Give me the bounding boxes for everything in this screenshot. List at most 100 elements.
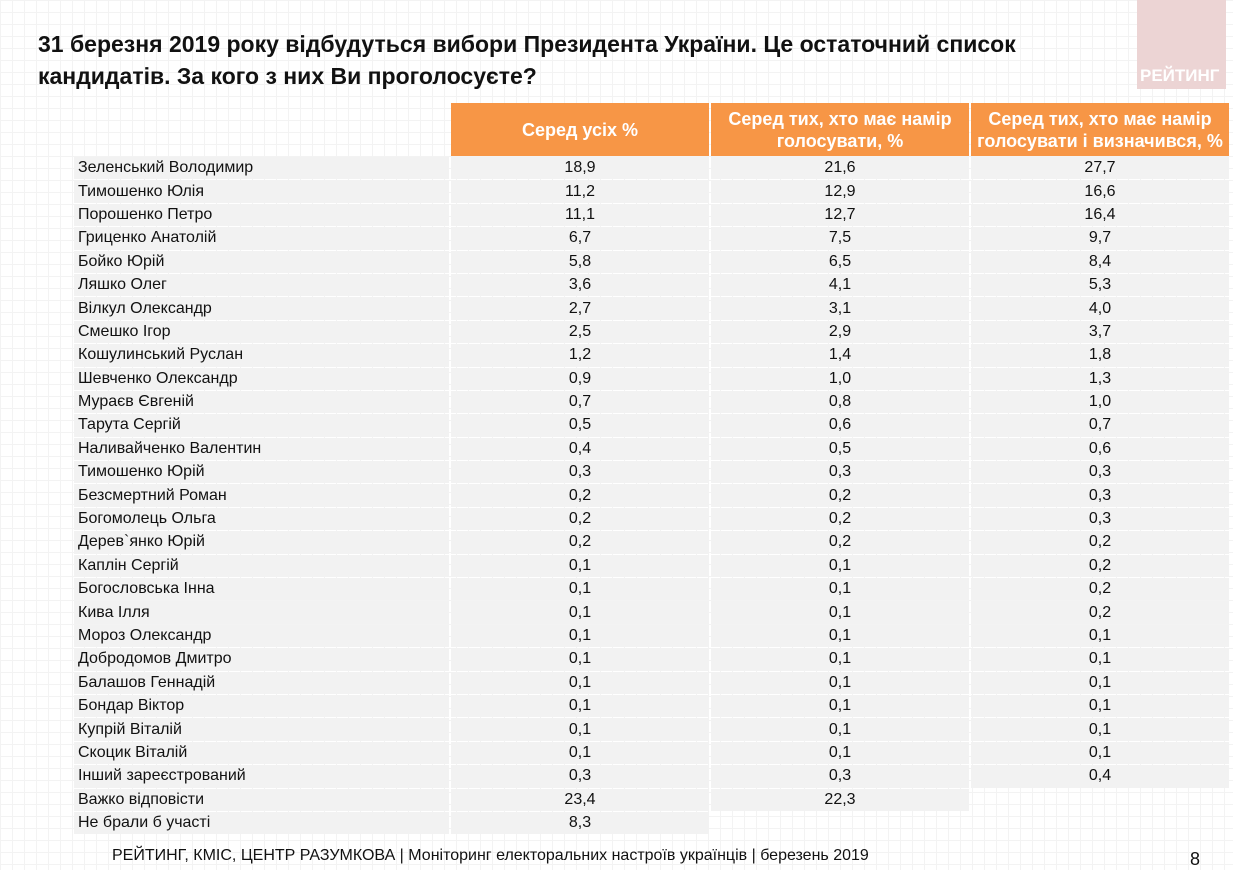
value-cell: 0,1 <box>711 578 969 601</box>
table-row: Купрій Віталій 0,1 0,1 0,1 <box>74 718 1229 741</box>
value-cell: 1,0 <box>971 390 1229 414</box>
value-cell: 4,1 <box>711 273 969 297</box>
value-cell: 11,1 <box>451 203 709 227</box>
table-row: Тимошенко Юрій 0,3 0,3 0,3 <box>74 461 1229 484</box>
value-cell: 2,7 <box>451 297 709 320</box>
value-cell: 0,6 <box>971 437 1229 461</box>
table-row: Богословська Інна 0,1 0,1 0,2 <box>74 578 1229 601</box>
value-cell: 16,6 <box>971 180 1229 203</box>
empty-cell <box>971 812 1229 834</box>
value-cell: 0,2 <box>971 554 1229 578</box>
candidate-name: Балашов Геннадій <box>74 671 449 694</box>
column-header: Серед тих, хто має намір голосувати, % <box>711 103 969 156</box>
table-row: Тарута Сергій 0,5 0,6 0,7 <box>74 414 1229 437</box>
header-blank <box>74 103 449 156</box>
value-cell: 3,6 <box>451 273 709 297</box>
value-cell: 1,2 <box>451 344 709 367</box>
table-row: Бойко Юрій 5,8 6,5 8,4 <box>74 250 1229 273</box>
table-row: Вілкул Олександр 2,7 3,1 4,0 <box>74 297 1229 320</box>
column-header: Серед тих, хто має намір голосувати і ви… <box>971 103 1229 156</box>
value-cell: 1,0 <box>711 367 969 390</box>
candidate-name: Скоцик Віталій <box>74 741 449 765</box>
rating-logo: РЕЙТИНГ <box>1137 0 1226 89</box>
value-cell: 0,1 <box>711 718 969 741</box>
candidate-name: Добродомов Дмитро <box>74 648 449 671</box>
page-number: 8 <box>1190 849 1201 869</box>
value-cell: 0,1 <box>971 624 1229 648</box>
value-cell: 0,2 <box>971 531 1229 554</box>
table-row: Гриценко Анатолій 6,7 7,5 9,7 <box>74 227 1229 250</box>
table-row: Богомолець Ольга 0,2 0,2 0,3 <box>74 507 1229 531</box>
value-cell: 0,1 <box>711 694 969 718</box>
column-header: Серед усіх % <box>451 103 709 156</box>
candidate-name: Зеленський Володимир <box>74 157 449 180</box>
value-cell: 1,8 <box>971 344 1229 367</box>
value-cell: 8,4 <box>971 250 1229 273</box>
candidate-name: Не брали б участі <box>74 811 449 835</box>
table-row: Скоцик Віталій 0,1 0,1 0,1 <box>74 741 1229 765</box>
table-row: Важко відповісти 23,4 22,3 <box>74 788 1229 811</box>
table-row: Тимошенко Юлія 11,2 12,9 16,6 <box>74 180 1229 203</box>
value-cell: 0,1 <box>451 578 709 601</box>
empty-cell <box>971 789 1229 811</box>
slide-title: 31 березня 2019 року відбудуться вибори … <box>38 31 1016 89</box>
table-row: Мураєв Євгеній 0,7 0,8 1,0 <box>74 390 1229 414</box>
value-cell: 11,2 <box>451 180 709 203</box>
value-cell: 3,1 <box>711 297 969 320</box>
value-cell: 0,1 <box>451 741 709 765</box>
value-cell: 12,7 <box>711 203 969 227</box>
table-row: Безсмертний Роман 0,2 0,2 0,3 <box>74 484 1229 507</box>
value-cell: 0,1 <box>451 718 709 741</box>
value-cell: 0,1 <box>971 741 1229 765</box>
table-row: Мороз Олександр 0,1 0,1 0,1 <box>74 624 1229 648</box>
table-row: Кошулинський Руслан 1,2 1,4 1,8 <box>74 344 1229 367</box>
value-cell: 0,1 <box>711 671 969 694</box>
value-cell: 0,2 <box>711 484 969 507</box>
value-cell: 7,5 <box>711 227 969 250</box>
value-cell: 0,1 <box>971 648 1229 671</box>
candidate-name: Тимошенко Юрій <box>74 461 449 484</box>
candidate-name: Богомолець Ольга <box>74 507 449 531</box>
value-cell: 16,4 <box>971 203 1229 227</box>
table-row: Дерев`янко Юрій 0,2 0,2 0,2 <box>74 531 1229 554</box>
value-cell: 0,2 <box>451 484 709 507</box>
candidate-name: Богословська Інна <box>74 578 449 601</box>
value-cell: 0,5 <box>451 414 709 437</box>
value-cell: 5,8 <box>451 250 709 273</box>
value-cell: 1,4 <box>711 344 969 367</box>
candidate-name: Каплін Сергій <box>74 554 449 578</box>
value-cell: 0,1 <box>711 624 969 648</box>
value-cell: 0,8 <box>711 390 969 414</box>
value-cell: 3,7 <box>971 320 1229 344</box>
value-cell: 0,3 <box>711 461 969 484</box>
value-cell: 0,1 <box>711 554 969 578</box>
table-row: Інший зареєстрований 0,3 0,3 0,4 <box>74 765 1229 788</box>
value-cell: 6,7 <box>451 227 709 250</box>
value-cell: 0,1 <box>451 624 709 648</box>
candidate-name: Смешко Ігор <box>74 320 449 344</box>
value-cell: 0,7 <box>971 414 1229 437</box>
value-cell: 0,3 <box>711 765 969 788</box>
value-cell: 0,3 <box>971 507 1229 531</box>
value-cell: 4,0 <box>971 297 1229 320</box>
table-row: Порошенко Петро 11,1 12,7 16,4 <box>74 203 1229 227</box>
candidate-name: Гриценко Анатолій <box>74 227 449 250</box>
value-cell: 0,1 <box>451 671 709 694</box>
value-cell: 0,1 <box>451 694 709 718</box>
value-cell: 1,3 <box>971 367 1229 390</box>
candidate-name: Кошулинський Руслан <box>74 344 449 367</box>
footer-source: РЕЙТИНГ, КМІС, ЦЕНТР РАЗУМКОВА | Монітор… <box>112 847 869 864</box>
table-header: Серед усіх % Серед тих, хто має намір го… <box>74 103 1229 156</box>
candidate-name: Шевченко Олександр <box>74 367 449 390</box>
value-cell: 21,6 <box>711 157 969 180</box>
value-cell: 0,1 <box>971 671 1229 694</box>
value-cell: 0,1 <box>451 601 709 624</box>
value-cell: 0,5 <box>711 437 969 461</box>
candidate-name: Вілкул Олександр <box>74 297 449 320</box>
value-cell: 27,7 <box>971 157 1229 180</box>
value-cell: 0,9 <box>451 367 709 390</box>
candidate-name: Важко відповісти <box>74 788 449 811</box>
value-cell: 18,9 <box>451 157 709 180</box>
value-cell: 0,1 <box>971 718 1229 741</box>
value-cell: 5,3 <box>971 273 1229 297</box>
